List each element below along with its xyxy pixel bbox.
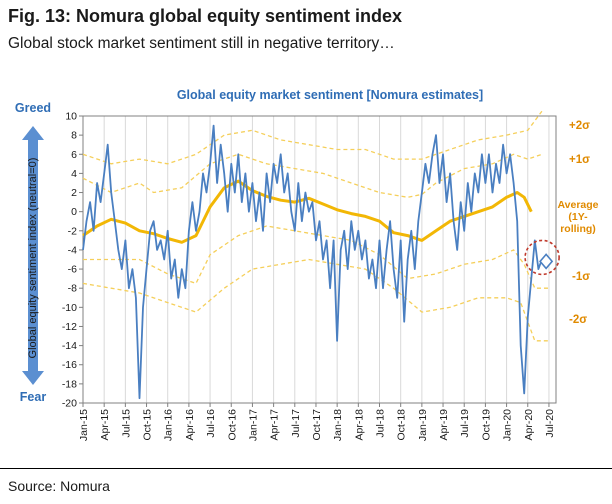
x-tick-label: Apr-16 — [184, 409, 196, 441]
sentiment-series-line — [82, 124, 543, 400]
y-tick-label: -14 — [62, 340, 77, 352]
y-tick-label: -6 — [68, 264, 77, 276]
x-tick-label: Jan-18 — [332, 409, 344, 441]
y-axis-ticks: 10 8 6 4 2 0 -2 -4 -6 -8 -10 -12 -14 -16 -18 -20 — [62, 111, 83, 410]
y-tick-label: 2 — [71, 187, 77, 199]
x-tick-label: Apr-15 — [99, 409, 111, 441]
y-axis-label: Global equity sentiment index (neutral=0… — [27, 158, 39, 359]
plus2-label: +2σ — [569, 120, 590, 132]
x-tick-label: Oct-19 — [480, 409, 492, 441]
y-tick-label: -16 — [62, 359, 77, 371]
x-axis-ticks: Jan-15 Apr-15 Jul-15 Oct-15 Jan-16 Apr-16 Jul-… — [78, 403, 556, 441]
x-tick-label: Jan-15 — [78, 409, 90, 441]
y-tick-label: 6 — [71, 149, 77, 161]
y-tick-label: -8 — [68, 283, 77, 295]
y-tick-label: -12 — [62, 321, 77, 333]
source-divider — [0, 468, 612, 469]
y-tick-label: 8 — [71, 130, 77, 142]
band-labels: +2σ +1σ Average (1Y-rolling) -1σ -2σ — [557, 120, 598, 326]
x-tick-label: Apr-19 — [438, 409, 450, 441]
x-tick-label: Oct-17 — [311, 409, 323, 441]
x-tick-label: Jul-19 — [459, 409, 471, 438]
y-tick-label: -20 — [62, 398, 77, 410]
latest-marker-group — [524, 239, 560, 276]
fear-label: Fear — [20, 390, 47, 404]
y-axis-arrow — [22, 126, 44, 385]
y-tick-label: -10 — [62, 302, 77, 314]
chart-lines — [82, 110, 549, 400]
arrow-shaft — [28, 139, 38, 372]
x-tick-label: Jan-17 — [247, 409, 259, 441]
y-tick-label: -18 — [62, 378, 77, 390]
source-note: Source: Nomura — [8, 478, 110, 494]
x-tick-label: Apr-17 — [269, 409, 281, 441]
y-tick-label: 4 — [71, 168, 77, 180]
x-tick-label: Jan-20 — [502, 409, 514, 441]
chart: Global equity market sentiment [Nomura e… — [15, 88, 599, 441]
latest-value-marker — [539, 253, 554, 270]
x-tick-label: Jul-15 — [120, 409, 132, 438]
x-tick-label: Jul-16 — [205, 409, 217, 438]
greed-label: Greed — [15, 101, 51, 115]
y-tick-label: 0 — [71, 206, 77, 218]
chart-title: Global equity market sentiment [Nomura e… — [177, 88, 483, 102]
band-plus2-line — [82, 110, 543, 165]
figure-title: Fig. 13: Nomura global equity sentiment … — [8, 6, 403, 26]
y-tick-label: -2 — [68, 225, 77, 237]
highlight-circle — [524, 239, 560, 276]
x-tick-label: Oct-16 — [226, 409, 238, 441]
average-line — [82, 179, 533, 244]
arrow-up-icon — [22, 126, 44, 140]
band-minus2-line — [82, 258, 549, 342]
average-label: Average (1Y-rolling) — [557, 199, 598, 235]
x-tick-label: Oct-15 — [142, 409, 154, 441]
x-tick-label: Jul-20 — [544, 409, 556, 438]
x-tick-label: Apr-18 — [353, 409, 365, 441]
x-tick-label: Jul-17 — [290, 409, 302, 438]
plus1-label: +1σ — [569, 154, 590, 166]
minus2-label: -2σ — [569, 314, 587, 326]
figure-subtitle: Global stock market sentiment still in n… — [8, 35, 395, 52]
y-tick-label: 10 — [65, 111, 77, 123]
gridlines — [82, 116, 550, 403]
y-tick-label: -4 — [68, 244, 77, 256]
minus1-label: -1σ — [572, 271, 590, 283]
x-tick-label: Jan-19 — [417, 409, 429, 441]
x-tick-label: Apr-20 — [523, 409, 535, 441]
x-tick-label: Jan-16 — [163, 409, 175, 441]
x-tick-label: Jul-18 — [375, 409, 387, 438]
x-tick-label: Oct-18 — [396, 409, 408, 441]
arrow-down-icon — [22, 371, 44, 385]
